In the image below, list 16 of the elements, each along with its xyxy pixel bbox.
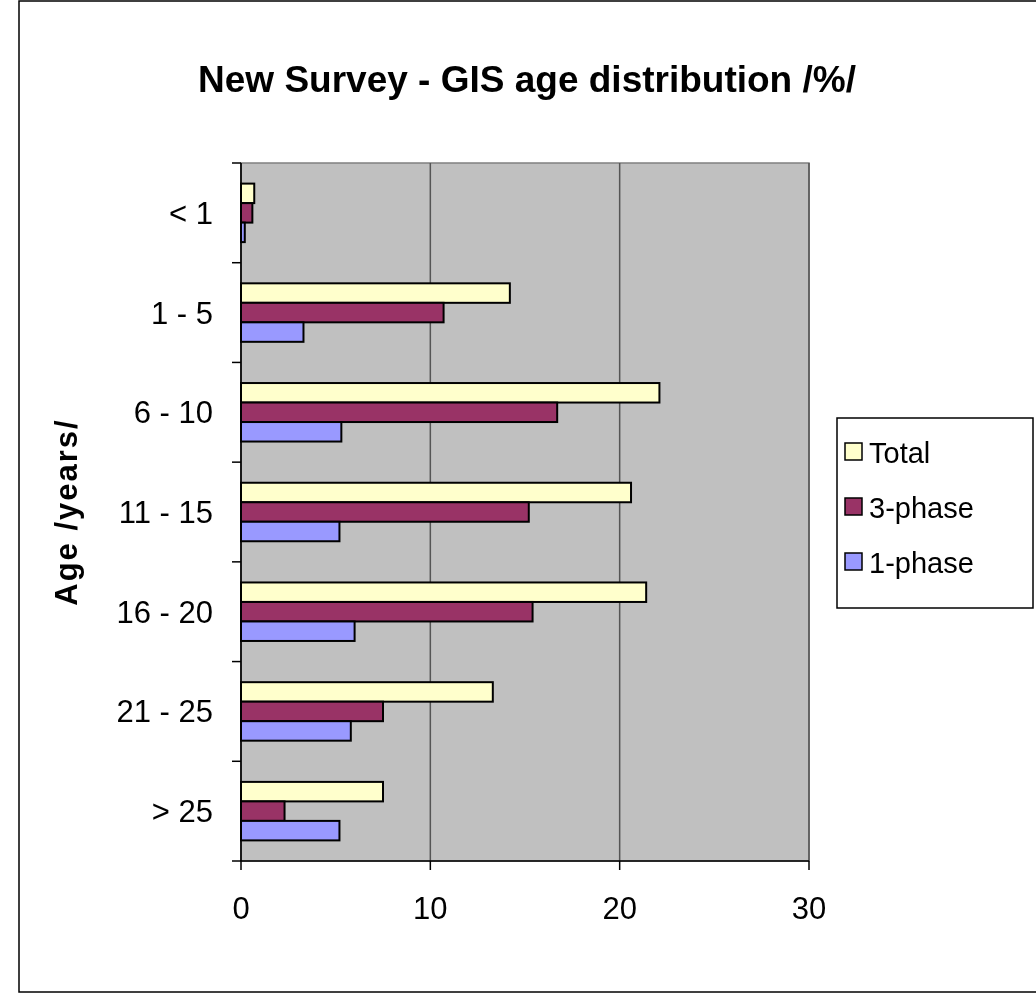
x-tick-label: 20 xyxy=(602,891,637,926)
y-tick-label: < 1 xyxy=(169,195,213,231)
legend-label: 3-phase xyxy=(869,492,974,524)
y-tick-label: 11 - 15 xyxy=(118,495,213,530)
y-tick-label: 1 - 5 xyxy=(150,295,213,331)
x-tick-label: 0 xyxy=(232,891,250,926)
y-axis-title: Age /years/ xyxy=(49,418,84,606)
chart-title: New Survey - GIS age distribution /%/ xyxy=(198,59,856,100)
y-tick-label: 6 - 10 xyxy=(133,395,213,431)
y-tick-label: 16 - 20 xyxy=(116,594,213,630)
x-tick-label: 10 xyxy=(413,891,448,926)
legend-label: Total xyxy=(869,437,931,469)
y-tick-label: 21 - 25 xyxy=(116,694,213,730)
x-tick-label: 30 xyxy=(791,891,827,926)
legend-label: 1-phase xyxy=(869,547,974,579)
y-tick-label: > 25 xyxy=(151,794,213,830)
